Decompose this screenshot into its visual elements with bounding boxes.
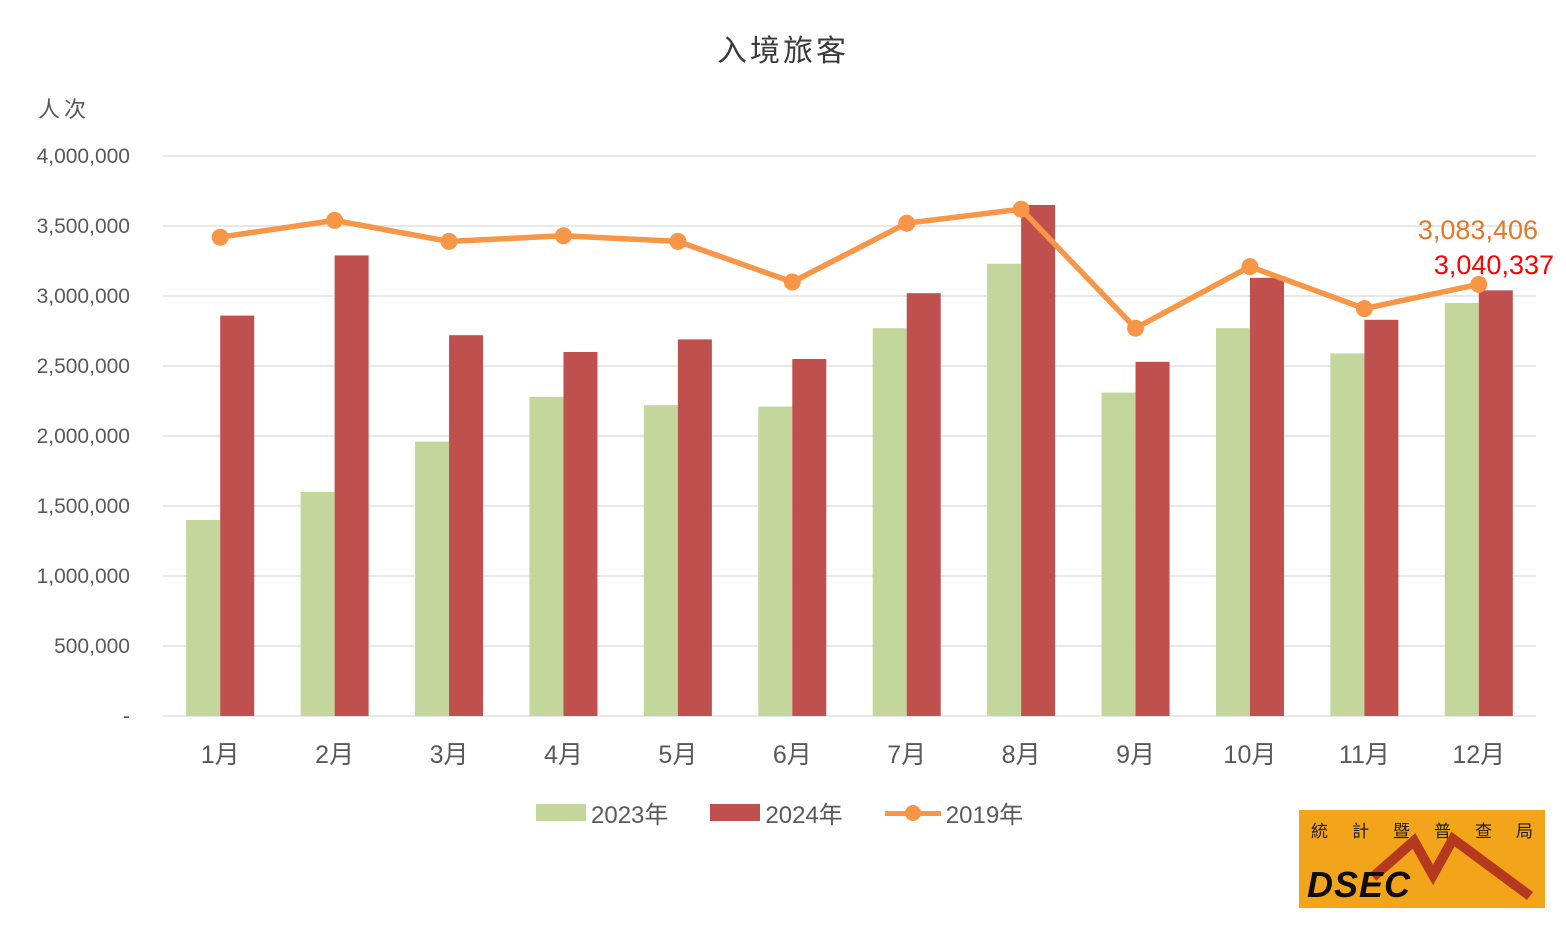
logo-char: 普 [1434, 822, 1451, 841]
legend-marker-2019-icon [904, 804, 921, 821]
y-axis-tick-label: 1,500,000 [37, 495, 130, 518]
y-axis-tick-label: 2,500,000 [37, 355, 130, 378]
plot-area: - 500,000 1,000,000 1,500,000 2,000,000 2,500… [37, 145, 1536, 769]
line-marker-2019 [1127, 319, 1145, 337]
x-axis-tick-label: 7月 [887, 741, 926, 769]
y-axis-tick-label: 1,000,000 [37, 565, 130, 588]
line-marker-2019 [554, 227, 572, 245]
bar-2024 [1364, 319, 1399, 716]
x-axis-tick-label: 1月 [201, 741, 240, 769]
y-axis-tick-label: 4,000,000 [37, 145, 130, 168]
bar-2023 [1444, 303, 1479, 716]
dsec-logo-chinese-name: 統 計 暨 普 查 局 [1311, 817, 1533, 842]
line-marker-2019 [440, 232, 458, 250]
y-axis-tick-label: 2,000,000 [37, 425, 130, 448]
bar-2023 [415, 441, 450, 716]
bar-2023 [1215, 328, 1250, 716]
bar-2024 [220, 315, 255, 716]
bar-2024 [1135, 361, 1170, 716]
bar-2024 [334, 255, 369, 716]
line-marker-2019 [1355, 300, 1373, 318]
legend-label-2024: 2024年 [765, 802, 843, 829]
legend-item-2024[interactable]: 2024年 [710, 795, 843, 830]
data-label-2019-dec: 3,083,406 [1417, 215, 1538, 245]
x-axis-tick-label: 3月 [430, 741, 469, 769]
line-marker-2019 [1012, 200, 1030, 218]
bar-2024 [792, 359, 827, 716]
line-marker-2019 [898, 214, 916, 232]
line-marker-2019 [1470, 275, 1488, 293]
bar-2023 [987, 263, 1022, 716]
y-axis-tick-label: 3,000,000 [37, 285, 130, 308]
line-marker-2019 [669, 232, 687, 250]
logo-char: 計 [1352, 822, 1369, 841]
line-marker-2019 [326, 211, 344, 229]
x-axis-tick-label: 8月 [1002, 741, 1041, 769]
legend-item-2019[interactable]: 2019年 [884, 795, 1024, 830]
dsec-logo: 統 計 暨 普 查 局 DSEC [1299, 810, 1545, 908]
bar-2023 [300, 492, 335, 716]
logo-char: 局 [1516, 822, 1533, 841]
x-axis-tick-label: 12月 [1452, 741, 1505, 769]
legend-item-2023[interactable]: 2023年 [536, 795, 668, 830]
line-marker-2019 [783, 273, 801, 291]
bar-2023 [643, 405, 678, 716]
bar-2024 [1478, 290, 1513, 716]
x-axis-tick-label: 5月 [658, 741, 697, 769]
bar-2024 [563, 352, 598, 716]
bar-2023 [1330, 353, 1365, 716]
bar-2024 [677, 339, 712, 716]
x-axis-tick-label: 10月 [1224, 741, 1277, 769]
legend-label-2019: 2019年 [945, 802, 1024, 829]
bar-2023 [1101, 392, 1136, 716]
y-axis-tick-label: - [123, 705, 130, 728]
legend-swatch-2023-icon [536, 804, 586, 821]
bar-2024 [906, 293, 941, 716]
line-marker-2019 [211, 228, 229, 246]
data-label-2024-dec: 3,040,337 [1433, 250, 1554, 280]
logo-char: 統 [1311, 822, 1328, 841]
bar-2023 [186, 520, 221, 716]
legend: 2023年 2024年 2019年 [536, 795, 1023, 830]
x-axis-tick-label: 2月 [315, 741, 354, 769]
legend-line-2019-icon [884, 804, 941, 822]
logo-char: 查 [1475, 822, 1492, 841]
y-axis-tick-label: 3,500,000 [37, 215, 130, 238]
logo-char: 暨 [1393, 822, 1410, 841]
x-axis-tick-label: 6月 [773, 741, 812, 769]
bar-2023 [529, 396, 564, 716]
x-axis-tick-label: 11月 [1339, 741, 1390, 769]
chart-title: 入境旅客 [717, 35, 849, 68]
bar-2024 [1249, 277, 1284, 716]
x-axis-tick-label: 9月 [1116, 741, 1155, 769]
y-axis-tick-label: 500,000 [54, 635, 130, 658]
bar-2024 [1021, 205, 1056, 716]
legend-label-2023: 2023年 [591, 802, 669, 829]
logo-zigzag-icon [1369, 831, 1533, 901]
legend-swatch-2024-icon [710, 804, 761, 821]
dsec-logo-acronym: DSEC [1307, 864, 1412, 905]
y-axis-unit-label: 人次 [38, 97, 91, 122]
line-2019 [219, 206, 1480, 331]
x-axis-tick-label: 4月 [544, 741, 583, 769]
line-marker-2019 [1241, 258, 1259, 276]
bar-2023 [872, 328, 907, 716]
bar-2024 [449, 335, 484, 716]
bar-2023 [758, 406, 793, 716]
